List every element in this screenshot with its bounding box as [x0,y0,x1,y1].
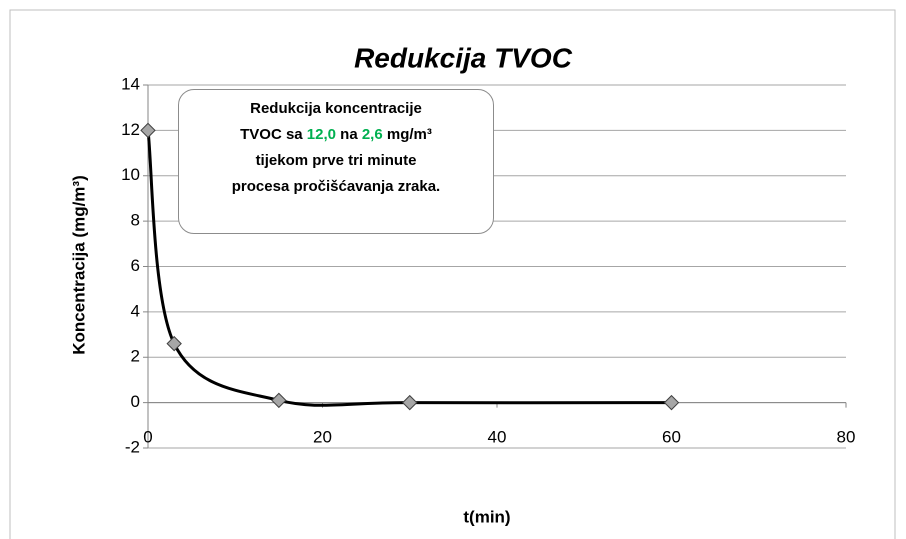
y-tick-label: 0 [131,392,140,411]
annotation-text: na [336,126,362,143]
x-axis-label: t(min) [463,507,510,526]
marker [402,394,418,411]
y-tick-label: 10 [121,165,140,184]
y-tick-label: 6 [131,256,140,275]
y-tick-label: 8 [131,211,140,230]
y-tick-label: 12 [121,120,140,139]
x-tick-label: 60 [662,427,681,446]
y-tick-label: -2 [125,437,140,456]
marker [663,394,680,411]
chart-title: Redukcija TVOC [354,42,573,73]
marker [140,122,156,139]
annotation-text: mg/m³ tijekom prve tri minute procesa pr… [231,126,441,195]
x-tick-label: 20 [313,427,332,446]
y-tick-label: 2 [131,347,140,366]
x-tick-label: 40 [488,427,507,446]
x-tick-label: 0 [143,427,152,446]
y-tick-label: 14 [121,74,140,93]
annotation-text: Redukcija koncentracije TVOC sa [240,100,422,143]
x-tick-label: 80 [837,427,856,446]
y-axis-label: Koncentracija (mg/m³) [69,175,88,354]
marker [271,392,287,409]
y-tick-label: 4 [131,301,140,320]
marker [166,335,182,352]
annotation-text: 2,6 [361,126,383,143]
annotation-box: Redukcija koncentracije TVOC sa 12,0 na … [178,89,494,234]
annotation-text: 12,0 [306,126,336,143]
